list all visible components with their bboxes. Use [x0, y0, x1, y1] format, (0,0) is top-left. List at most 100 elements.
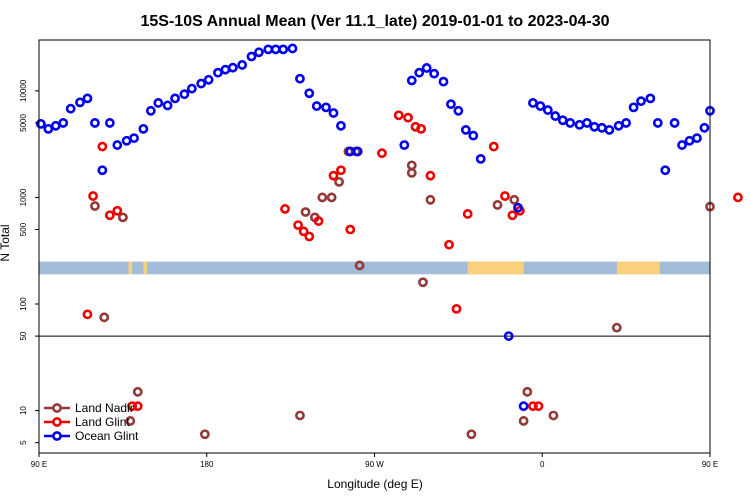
ocean-glint-point	[542, 105, 553, 115]
ocean-glint-point	[254, 47, 264, 58]
legend-label-land-nadir: Land Nadir	[75, 401, 134, 415]
ocean-glint-point	[604, 125, 615, 135]
land-nadir-point	[125, 416, 136, 426]
ocean-glint-point	[565, 118, 576, 128]
ocean-glint-point	[503, 331, 514, 341]
ocean-glint-point	[321, 102, 331, 113]
land-glint-point	[336, 165, 346, 176]
ocean-glint-point	[75, 97, 85, 108]
ocean-glint-point	[121, 135, 132, 146]
land-glint-point	[313, 216, 324, 226]
land-nadir-point	[425, 194, 436, 205]
land-glint-point	[444, 239, 454, 250]
land-glint-point	[403, 112, 413, 123]
ocean-glint-point	[311, 101, 322, 111]
land-nadir-point	[334, 176, 344, 187]
land-band-segment	[143, 261, 148, 275]
y-tick-label: 10000	[19, 79, 28, 102]
y-tick-label: 50	[19, 331, 28, 340]
ocean-glint-point	[621, 118, 632, 128]
ocean-glint-point	[652, 118, 663, 128]
land-nadir-point	[418, 277, 428, 288]
ocean-glint-point	[246, 51, 257, 62]
y-axis-label: N Total	[0, 224, 12, 261]
ocean-glint-point	[669, 118, 680, 128]
ocean-glint-point	[170, 93, 180, 104]
ocean-band	[39, 261, 710, 275]
land-nadir-point	[199, 429, 210, 440]
ocean-glint-point	[513, 202, 523, 213]
y-tick-label: 1000	[19, 188, 28, 206]
land-nadir-point	[406, 167, 417, 178]
legend-marker-ocean-glint	[52, 431, 62, 441]
ocean-glint-point	[97, 165, 108, 176]
land-nadir-point	[548, 410, 559, 421]
ocean-glint-point	[237, 60, 248, 70]
ocean-glint-point	[406, 75, 417, 86]
land-nadir-point	[354, 260, 365, 271]
land-nadir-point	[509, 194, 520, 205]
ocean-band-fill	[39, 261, 710, 275]
land-glint-point	[377, 148, 387, 159]
ocean-glint-point	[227, 62, 238, 73]
ocean-glint-point	[270, 44, 281, 55]
y-tick-label: 500	[19, 222, 28, 236]
land-nadir-point	[492, 200, 503, 210]
land-glint-point	[127, 401, 138, 412]
ocean-glint-point	[162, 100, 173, 111]
legend-marker-land-nadir	[52, 403, 62, 413]
ocean-glint-point	[263, 44, 274, 55]
ocean-glint-point	[129, 133, 139, 144]
ocean-glint-point	[429, 68, 440, 79]
ocean-glint-point	[138, 123, 149, 134]
ocean-glint-point	[438, 76, 449, 87]
ocean-glint-point	[557, 115, 568, 126]
land-nadir-point	[117, 212, 128, 223]
ocean-glint-point	[421, 63, 432, 73]
land-nadir-point	[317, 192, 328, 203]
land-nadir-point	[466, 429, 477, 440]
land-glint-point	[293, 220, 303, 231]
ocean-glint-point	[399, 140, 410, 150]
ocean-glint-point	[145, 105, 156, 116]
land-nadir-point	[99, 312, 110, 323]
ocean-glint-point	[179, 89, 190, 100]
legend-label-land-glint: Land Glint	[75, 415, 130, 429]
land-glint-point	[280, 204, 290, 214]
ocean-glint-point	[684, 135, 695, 146]
x-tick-label: 90 W	[365, 460, 384, 469]
y-axis: 5 10 50 100 500 1000 5000 10000	[19, 79, 39, 445]
land-glint-point	[528, 401, 538, 412]
ocean-glint-point	[613, 120, 624, 131]
legend-label-ocean-glint: Ocean Glint	[75, 429, 139, 443]
ocean-glint-point	[287, 43, 298, 54]
x-axis: 90 E 180 90 W 0 90 E	[31, 453, 718, 469]
ocean-glint-point	[475, 153, 486, 164]
ocean-glint-point	[636, 96, 646, 107]
x-tick-label: 90 E	[702, 460, 718, 469]
ocean-glint-point	[295, 73, 305, 84]
ocean-glint-point	[35, 118, 46, 129]
land-glint-point	[416, 123, 426, 134]
ocean-glint-point	[446, 99, 456, 110]
land-glint-point	[304, 231, 315, 242]
ocean-glint-point	[112, 140, 123, 150]
ocean-glint-point	[328, 108, 339, 118]
x-tick-label: 90 E	[31, 460, 47, 469]
land-glint-point	[112, 205, 123, 216]
chart-title: 15S-10S Annual Mean (Ver 11.1_late) 2019…	[141, 13, 610, 30]
legend-marker-land-glint	[52, 417, 62, 427]
ocean-glint-point	[582, 118, 592, 128]
x-tick-label: 180	[200, 460, 214, 469]
ocean-glint-point	[699, 122, 710, 133]
ocean-glint-point	[550, 111, 561, 121]
ocean-glint-point	[278, 44, 289, 55]
land-glint-point	[328, 170, 339, 181]
ocean-glint-point	[460, 125, 471, 135]
ocean-glint-point	[692, 133, 702, 144]
land-glint-point	[88, 191, 98, 201]
land-glint-point	[82, 309, 93, 320]
land-glint-point	[462, 209, 473, 219]
